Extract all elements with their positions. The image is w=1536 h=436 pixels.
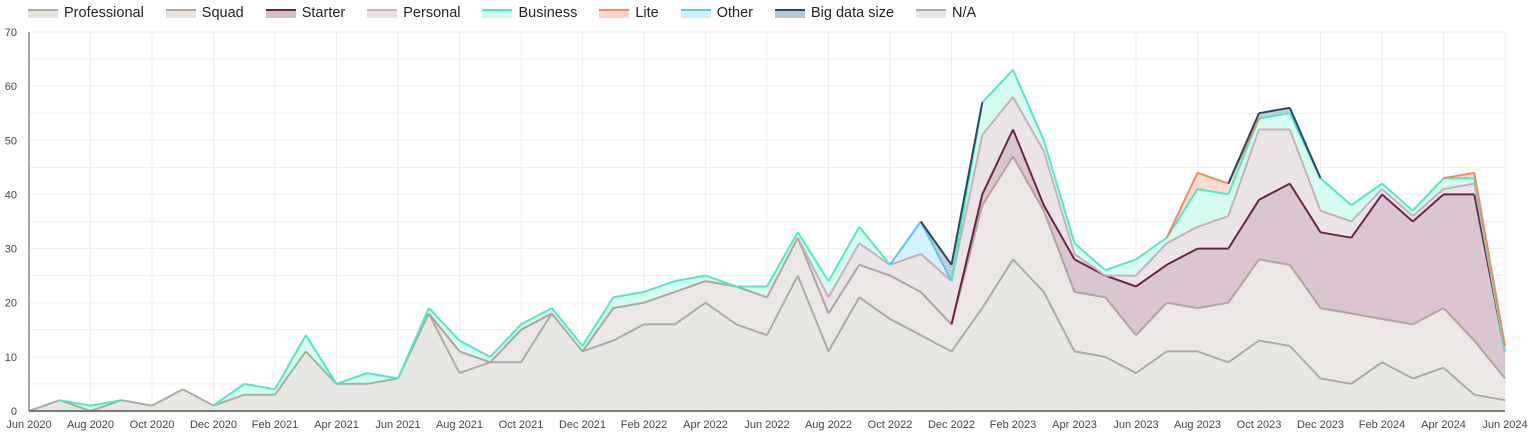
legend-item-business[interactable]: Business: [482, 5, 577, 21]
y-tick-label: 60: [5, 81, 17, 93]
series-areas: [28, 69, 1506, 412]
legend-label: Starter: [301, 5, 346, 21]
legend-label: Personal: [403, 5, 461, 21]
x-tick-label: Jun 2022: [744, 419, 789, 431]
y-tick-label: 30: [5, 244, 17, 256]
line-professional: [28, 258, 1506, 412]
legend-swatch-icon: [28, 8, 58, 18]
legend-swatch-icon: [367, 8, 398, 18]
x-tick-label: Aug 2022: [805, 419, 852, 431]
x-tick-label: Apr 2022: [683, 419, 728, 431]
x-tick-label: Feb 2021: [252, 419, 298, 431]
x-tick-label: Jun 2020: [6, 419, 51, 431]
y-tick-label: 10: [5, 352, 17, 364]
legend-swatch-icon: [599, 8, 630, 18]
x-tick-label: Apr 2024: [1421, 419, 1466, 431]
axes: [28, 32, 1505, 412]
x-tick-label: Feb 2022: [621, 419, 667, 431]
legend-item-big-data-size[interactable]: Big data size: [774, 5, 895, 21]
line-lite: [1165, 118, 1506, 347]
legend-item-lite[interactable]: Lite: [599, 5, 659, 21]
legend-item-other[interactable]: Other: [680, 5, 753, 21]
legend-swatch-icon: [680, 8, 711, 18]
legend-label: Business: [518, 5, 578, 21]
y-tick-label: 20: [5, 298, 17, 310]
legend-swatch-icon: [265, 8, 296, 18]
x-tick-label: Aug 2020: [67, 419, 114, 431]
legend-item-professional[interactable]: Professional: [28, 5, 144, 21]
x-tick-label: Jun 2023: [1113, 419, 1158, 431]
line-personal: [796, 96, 1506, 352]
x-tick-label: Apr 2021: [314, 419, 359, 431]
legend-swatch-icon: [916, 8, 947, 18]
x-tick-label: Aug 2021: [436, 419, 483, 431]
line-big-data-size: [919, 102, 1322, 266]
y-tick-label: 70: [5, 27, 17, 39]
legend-label: Squad: [201, 5, 244, 21]
x-tick-label: Oct 2023: [1237, 419, 1282, 431]
area-squad: [29, 156, 1505, 411]
y-tick-label: 50: [5, 135, 17, 147]
x-tick-label: Feb 2023: [990, 419, 1036, 431]
chart-legend: Professional Squad Starter Personal Business…: [0, 0, 998, 26]
legend-label: Big data size: [810, 5, 895, 21]
line-squad: [428, 155, 1506, 380]
line-starter: [950, 129, 1506, 352]
x-tick-label: Feb 2024: [1359, 419, 1405, 431]
y-tick-label: 0: [11, 406, 17, 418]
x-tick-label: Apr 2023: [1052, 419, 1097, 431]
legend-swatch-icon: [482, 8, 513, 18]
x-tick-label: Dec 2020: [190, 419, 237, 431]
legend-item-personal[interactable]: Personal: [367, 5, 460, 21]
legend-item-starter[interactable]: Starter: [265, 5, 346, 21]
x-tick-label: Jun 2024: [1482, 419, 1527, 431]
line-other: [889, 220, 953, 282]
legend-item-squad[interactable]: Squad: [165, 5, 244, 21]
y-axis-ticks: 0 10 20 30 40 50 60 70: [5, 27, 17, 418]
x-tick-label: Dec 2021: [559, 419, 606, 431]
legend-swatch-icon: [165, 8, 196, 18]
legend-item-n-a[interactable]: N/A: [916, 5, 976, 21]
legend-swatch-icon: [774, 8, 805, 18]
x-tick-label: Dec 2022: [928, 419, 975, 431]
legend-label: Lite: [635, 5, 659, 21]
x-tick-label: Jun 2021: [375, 419, 420, 431]
legend-label: N/A: [952, 5, 977, 21]
x-tick-label: Oct 2020: [130, 419, 175, 431]
legend-label: Other: [716, 5, 753, 21]
x-tick-label: Aug 2023: [1174, 419, 1221, 431]
area-starter: [29, 129, 1505, 411]
y-tick-label: 40: [5, 189, 17, 201]
line-business: [59, 69, 1506, 407]
legend-label: Professional: [64, 5, 144, 21]
x-tick-label: Dec 2023: [1297, 419, 1344, 431]
x-axis-ticks: Jun 2020 Aug 2020 Oct 2020 Dec 2020 Feb 2021…: [6, 419, 1527, 431]
x-tick-label: Oct 2021: [499, 419, 544, 431]
x-tick-label: Oct 2022: [868, 419, 913, 431]
